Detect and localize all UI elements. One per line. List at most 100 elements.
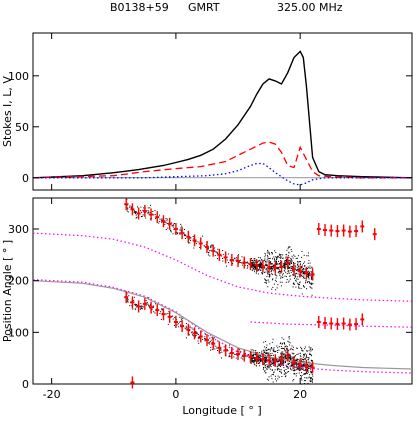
single-pulse-point [253,264,255,266]
single-pulse-point [252,360,254,362]
source-name: B0138+59 [110,1,169,14]
single-pulse-point [275,274,277,276]
single-pulse-point [188,242,190,244]
single-pulse-point [263,350,265,352]
single-pulse-point [282,361,284,363]
single-pulse-point [252,264,254,266]
single-pulse-point [226,259,228,261]
single-pulse-point [277,347,279,349]
single-pulse-point [257,267,258,269]
single-pulse-point [294,273,296,275]
single-pulse-point [277,361,279,363]
single-pulse-point [277,267,279,269]
single-pulse-point [311,349,313,351]
single-pulse-point [294,355,296,357]
single-pulse-point [282,273,284,275]
stokes-L-line [32,141,412,179]
single-pulse-point [260,257,261,259]
single-pulse-point [228,355,230,357]
single-pulse-point [253,266,255,268]
single-pulse-point [302,369,304,370]
single-pulse-point [265,279,266,281]
pa-point [161,215,166,228]
single-pulse-point [283,343,285,344]
single-pulse-point [265,262,267,264]
single-pulse-point [259,259,261,261]
single-pulse-point [300,266,302,268]
single-pulse-point [180,227,182,229]
single-pulse-point [271,252,273,254]
single-pulse-point [310,372,312,374]
single-pulse-point [258,362,260,364]
single-pulse-point [180,324,181,326]
single-pulse-point [288,341,290,343]
single-pulse-point [263,341,265,343]
single-pulse-point [310,354,312,356]
pa-point [323,317,328,330]
single-pulse-point [273,347,275,349]
pa-y-axis-label: Position Angle [ ° ] [1,240,14,342]
single-pulse-point [269,262,271,264]
single-pulse-point [241,256,243,258]
single-pulse-point [304,268,306,270]
single-pulse-point [289,261,291,263]
pa-y-tick-label: 0 [22,378,29,391]
single-pulse-point [258,269,260,271]
single-pulse-point [192,334,193,336]
pa-point [260,353,265,366]
single-pulse-point [266,279,268,281]
single-pulse-point [210,339,212,341]
single-pulse-point [292,257,294,259]
single-pulse-point [135,211,137,213]
single-pulse-point [259,261,261,263]
single-pulse-point [279,370,281,372]
single-pulse-point [211,245,213,247]
single-pulse-point [271,369,273,371]
single-pulse-point [271,288,273,290]
single-pulse-point [257,360,258,362]
single-pulse-point [300,274,302,276]
single-pulse-point [291,369,293,371]
pa-panel-frame [32,197,413,385]
single-pulse-point [292,286,294,288]
single-pulse-point [276,275,278,277]
single-pulse-point [302,367,304,369]
single-pulse-point [280,254,281,256]
single-pulse-point [130,206,132,208]
single-pulse-point [302,350,304,352]
single-pulse-point [288,270,290,272]
single-pulse-point [259,264,260,266]
pa-point [329,317,334,330]
single-pulse-point [287,368,289,369]
single-pulse-point [228,356,230,358]
single-pulse-point [303,285,304,287]
single-pulse-point [229,344,231,346]
single-pulse-point [165,229,167,230]
single-pulse-point [288,353,290,355]
single-pulse-point [166,223,168,224]
single-pulse-point [297,278,299,280]
single-pulse-point [281,372,282,374]
single-pulse-point [296,358,298,360]
single-pulse-point [290,363,292,365]
single-pulse-point [303,268,304,269]
single-pulse-point [286,366,288,368]
single-pulse-point [284,360,286,362]
single-pulse-point [293,379,295,380]
single-pulse-point [284,348,285,350]
single-pulse-point [285,256,287,258]
single-pulse-point [297,255,299,257]
single-pulse-point [303,354,305,356]
single-pulse-point [302,356,304,358]
single-pulse-point [284,264,286,266]
single-pulse-point [259,266,261,267]
single-pulse-point [277,360,279,362]
pa-rvm-lower-curve [32,279,413,374]
single-pulse-point [274,273,276,275]
single-pulse-point [299,375,301,376]
single-pulse-point [302,358,304,360]
single-pulse-point [180,229,182,231]
single-pulse-point [296,348,298,349]
single-pulse-point [266,276,268,278]
single-pulse-point [247,266,249,268]
